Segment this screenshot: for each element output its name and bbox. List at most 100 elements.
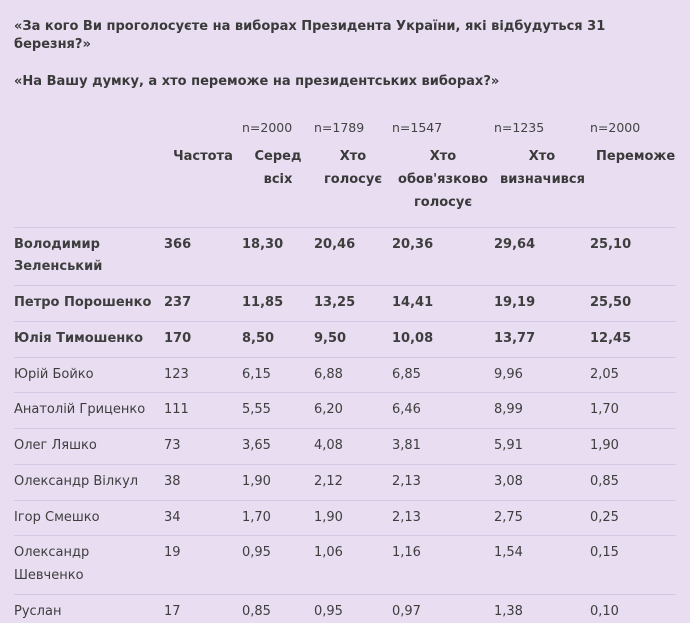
sample-size-row: n=2000 n=1789 n=1547 n=1235 n=2000 [14,111,676,143]
value-cell: 0,10 [590,593,676,623]
value-cell: 17 [164,593,242,623]
column-header-frequency: Частота [173,149,233,165]
candidate-name: Анатолій Гриценко [14,392,164,429]
candidate-name: Олександр Шевченко [14,535,164,595]
value-cell: 1,38 [494,593,590,623]
table-row: Анатолій Гриценко 111 5,55 6,20 6,46 8,99 1,70 [14,392,676,429]
value-cell: 3,65 [242,428,314,465]
value-cell: 34 [164,499,242,536]
value-cell: 0,95 [314,593,392,623]
value-cell: 111 [164,392,242,429]
value-cell: 10,08 [392,320,494,358]
column-header-among-all: Серед всіх [254,149,302,188]
column-header-candidate [14,142,164,227]
table-row: Ігор Смешко 34 1,70 1,90 2,13 2,75 0,25 [14,499,676,536]
value-cell: 8,99 [494,392,590,429]
table-row: Володимир Зеленський 366 18,30 20,46 20,36 29… [14,226,676,286]
value-cell: 12,45 [590,320,676,358]
value-cell: 6,15 [242,356,314,393]
value-cell: 5,91 [494,428,590,465]
candidate-name: Олександр Вілкул [14,463,164,501]
column-header-who-votes: Хто голосує [323,149,383,188]
value-cell: 1,90 [242,463,314,501]
candidate-name: Петро Порошенко [14,285,164,322]
value-cell: 6,85 [392,356,494,393]
table-row: Олександр Шевченко 19 0,95 1,06 1,16 1,54 0,15 [14,535,676,595]
value-cell: 0,85 [242,593,314,623]
value-cell: 0,15 [590,535,676,595]
value-cell: 0,85 [590,463,676,501]
value-cell: 6,46 [392,392,494,429]
candidate-name: Олег Ляшко [14,428,164,465]
value-cell: 6,20 [314,392,392,429]
sample-size-cell [164,111,242,143]
value-cell: 8,50 [242,320,314,358]
value-cell: 123 [164,356,242,393]
value-cell: 25,50 [590,285,676,322]
column-header-who-decided: Хто визначився [500,149,585,188]
value-cell: 11,85 [242,285,314,322]
value-cell: 0,25 [590,499,676,536]
value-cell: 25,10 [590,226,676,286]
value-cell: 1,54 [494,535,590,595]
column-header-who-definitely-votes: Хто обов'язково голосує [398,149,488,210]
value-cell: 5,55 [242,392,314,429]
table-body: Володимир Зеленський 366 18,30 20,46 20,36 29… [14,226,676,623]
value-cell: 1,16 [392,535,494,595]
value-cell: 2,12 [314,463,392,501]
value-cell: 20,46 [314,226,392,286]
question-winner: «На Вашу думку, а хто переможе на презид… [14,74,500,90]
value-cell: 1,70 [242,499,314,536]
poll-results-table: n=2000 n=1789 n=1547 n=1235 n=2000 Часто… [14,111,676,623]
value-cell: 2,05 [590,356,676,393]
value-cell: 2,13 [392,463,494,501]
candidate-name: Юлія Тимошенко [14,320,164,358]
value-cell: 1,90 [314,499,392,536]
candidate-name: Юрій Бойко [14,356,164,393]
table-row: Олег Ляшко 73 3,65 4,08 3,81 5,91 1,90 [14,428,676,465]
value-cell: 29,64 [494,226,590,286]
value-cell: 1,90 [590,428,676,465]
column-header-row: Частота Серед всіх Хто голосує Хто обов'… [14,142,676,227]
sample-size-cell: n=2000 [590,119,641,135]
question-vote: «За кого Ви проголосуєте на виборах През… [14,19,606,53]
sample-size-cell: n=2000 [242,119,293,135]
value-cell: 13,77 [494,320,590,358]
table-row: Петро Порошенко 237 11,85 13,25 14,41 19,19 25… [14,285,676,322]
value-cell: 170 [164,320,242,358]
value-cell: 366 [164,226,242,286]
value-cell: 73 [164,428,242,465]
value-cell: 19,19 [494,285,590,322]
value-cell: 3,08 [494,463,590,501]
value-cell: 19 [164,535,242,595]
value-cell: 2,75 [494,499,590,536]
value-cell: 18,30 [242,226,314,286]
sample-size-cell: n=1547 [392,119,443,135]
value-cell: 1,06 [314,535,392,595]
value-cell: 9,50 [314,320,392,358]
candidate-name: Руслан Кошулинський [14,593,164,623]
value-cell: 3,81 [392,428,494,465]
value-cell: 20,36 [392,226,494,286]
value-cell: 237 [164,285,242,322]
table-row: Юрій Бойко 123 6,15 6,88 6,85 9,96 2,05 [14,356,676,393]
value-cell: 38 [164,463,242,501]
value-cell: 0,97 [392,593,494,623]
value-cell: 6,88 [314,356,392,393]
sample-size-cell: n=1235 [494,119,545,135]
value-cell: 9,96 [494,356,590,393]
candidate-name: Володимир Зеленський [14,226,164,286]
sample-size-cell [14,111,164,143]
table-row: Олександр Вілкул 38 1,90 2,12 2,13 3,08 0,85 [14,463,676,501]
table-row: Руслан Кошулинський170,850,950,971,380,1… [14,593,676,623]
sample-size-cell: n=1789 [314,119,365,135]
value-cell: 14,41 [392,285,494,322]
column-header-winner: Переможець [596,149,676,165]
value-cell: 4,08 [314,428,392,465]
value-cell: 13,25 [314,285,392,322]
candidate-name: Ігор Смешко [14,499,164,536]
value-cell: 2,13 [392,499,494,536]
value-cell: 1,70 [590,392,676,429]
table-row: Юлія Тимошенко 170 8,50 9,50 10,08 13,77 12,45 [14,320,676,358]
